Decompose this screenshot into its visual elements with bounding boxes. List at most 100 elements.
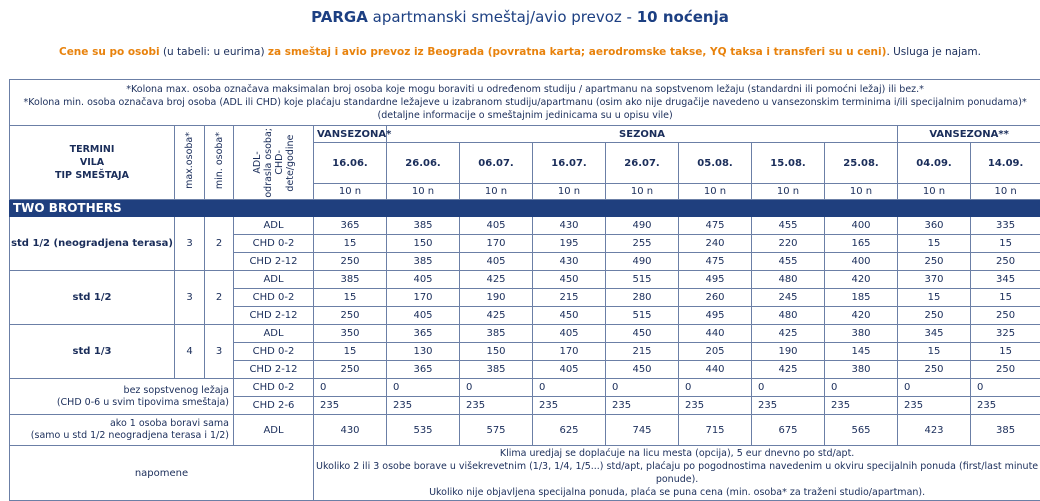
price-cell: 575 bbox=[460, 415, 533, 446]
price-cell: 170 bbox=[460, 235, 533, 253]
price-cell: 625 bbox=[533, 415, 606, 446]
price-cell: 15 bbox=[314, 289, 387, 307]
nights-4: 10 n bbox=[606, 184, 679, 200]
price-cell: 280 bbox=[606, 289, 679, 307]
price-cell: 360 bbox=[898, 217, 971, 235]
price-cell: 0 bbox=[971, 379, 1040, 397]
price-cell: 0 bbox=[898, 379, 971, 397]
note-info: (detaljne informacije o smeštajnim jedin… bbox=[12, 109, 1038, 122]
price-cell: 450 bbox=[606, 325, 679, 343]
price-cell: 350 bbox=[314, 325, 387, 343]
category-label: ADL bbox=[234, 415, 314, 446]
header-adl: ADL- odrasla osoba; CHD- dete/godine bbox=[234, 126, 314, 200]
price-cell: 745 bbox=[606, 415, 679, 446]
price-cell: 425 bbox=[752, 325, 825, 343]
price-cell: 480 bbox=[752, 307, 825, 325]
category-label: CHD 0-2 bbox=[234, 379, 314, 397]
title-destination: PARGA bbox=[311, 8, 368, 26]
price-cell: 425 bbox=[460, 307, 533, 325]
price-cell: 205 bbox=[679, 343, 752, 361]
header-vila-label: VILA bbox=[10, 156, 174, 169]
price-cell: 325 bbox=[971, 325, 1040, 343]
price-cell: 185 bbox=[825, 289, 898, 307]
price-cell: 430 bbox=[533, 217, 606, 235]
price-cell: 420 bbox=[825, 307, 898, 325]
price-cell: 220 bbox=[752, 235, 825, 253]
price-cell: 15 bbox=[314, 235, 387, 253]
nights-0: 10 n bbox=[314, 184, 387, 200]
single-line2: (samo u std 1/2 neogradjena terasa i 1/2… bbox=[10, 430, 229, 442]
price-cell: 15 bbox=[971, 289, 1040, 307]
price-cell: 495 bbox=[679, 271, 752, 289]
price-cell: 385 bbox=[460, 325, 533, 343]
category-label: CHD 2-6 bbox=[234, 397, 314, 415]
category-label: CHD 0-2 bbox=[234, 235, 314, 253]
price-cell: 385 bbox=[387, 253, 460, 271]
napomene-text: Klima uredjaj se doplaćuje na licu mesta… bbox=[314, 446, 1040, 501]
nights-3: 10 n bbox=[533, 184, 606, 200]
room-max: 3 bbox=[175, 271, 205, 325]
price-cell: 440 bbox=[679, 325, 752, 343]
price-cell: 450 bbox=[533, 271, 606, 289]
price-cell: 425 bbox=[752, 361, 825, 379]
price-cell: 235 bbox=[825, 397, 898, 415]
price-cell: 15 bbox=[898, 235, 971, 253]
header-min: min. osoba* bbox=[205, 126, 234, 200]
price-cell: 15 bbox=[971, 343, 1040, 361]
price-cell: 430 bbox=[314, 415, 387, 446]
price-cell: 15 bbox=[898, 289, 971, 307]
category-label: CHD 2-12 bbox=[234, 253, 314, 271]
price-cell: 235 bbox=[752, 397, 825, 415]
header-adl-line1: ADL- bbox=[252, 128, 263, 198]
price-cell: 715 bbox=[679, 415, 752, 446]
price-cell: 0 bbox=[606, 379, 679, 397]
price-cell: 195 bbox=[533, 235, 606, 253]
category-label: ADL bbox=[234, 271, 314, 289]
date-2: 06.07. bbox=[460, 143, 533, 184]
nights-5: 10 n bbox=[679, 184, 752, 200]
category-label: ADL bbox=[234, 325, 314, 343]
price-cell: 235 bbox=[533, 397, 606, 415]
price-cell: 490 bbox=[606, 217, 679, 235]
date-1: 26.06. bbox=[387, 143, 460, 184]
price-cell: 250 bbox=[971, 361, 1040, 379]
price-cell: 370 bbox=[898, 271, 971, 289]
no-bed-line1: bez sopstvenog ležaja bbox=[10, 385, 229, 397]
price-table: *Kolona max. osoba označava maksimalan b… bbox=[9, 79, 1040, 501]
price-cell: 365 bbox=[387, 361, 460, 379]
subtitle-part1: Cene su po osobi bbox=[59, 46, 160, 58]
page-title: PARGA apartmanski smeštaj/avio prevoz - … bbox=[0, 8, 1040, 32]
price-cell: 440 bbox=[679, 361, 752, 379]
napomene-label: napomene bbox=[10, 446, 314, 501]
price-cell: 250 bbox=[898, 253, 971, 271]
nights-9: 10 n bbox=[971, 184, 1040, 200]
price-cell: 250 bbox=[314, 253, 387, 271]
price-cell: 0 bbox=[387, 379, 460, 397]
price-cell: 385 bbox=[387, 217, 460, 235]
room-min: 2 bbox=[205, 217, 234, 271]
price-cell: 170 bbox=[533, 343, 606, 361]
price-cell: 405 bbox=[387, 307, 460, 325]
price-cell: 345 bbox=[971, 271, 1040, 289]
page-subtitle: Cene su po osobi (u tabeli: u eurima) za… bbox=[0, 46, 1040, 58]
header-vansezona-1: VANSEZONA* bbox=[314, 126, 387, 143]
price-cell: 15 bbox=[314, 343, 387, 361]
price-cell: 400 bbox=[825, 217, 898, 235]
price-cell: 423 bbox=[898, 415, 971, 446]
price-cell: 15 bbox=[898, 343, 971, 361]
price-cell: 385 bbox=[314, 271, 387, 289]
subtitle-part3: za smeštaj i avio prevoz iz Beograda (po… bbox=[268, 46, 887, 58]
price-cell: 475 bbox=[679, 217, 752, 235]
price-cell: 215 bbox=[533, 289, 606, 307]
date-7: 25.08. bbox=[825, 143, 898, 184]
price-cell: 420 bbox=[825, 271, 898, 289]
room-max: 3 bbox=[175, 217, 205, 271]
price-cell: 405 bbox=[533, 325, 606, 343]
header-min-label: min. osoba* bbox=[214, 132, 225, 189]
price-cell: 0 bbox=[460, 379, 533, 397]
price-cell: 430 bbox=[533, 253, 606, 271]
category-label: CHD 0-2 bbox=[234, 289, 314, 307]
room-type-name: std 1/3 bbox=[10, 325, 175, 379]
date-4: 26.07. bbox=[606, 143, 679, 184]
